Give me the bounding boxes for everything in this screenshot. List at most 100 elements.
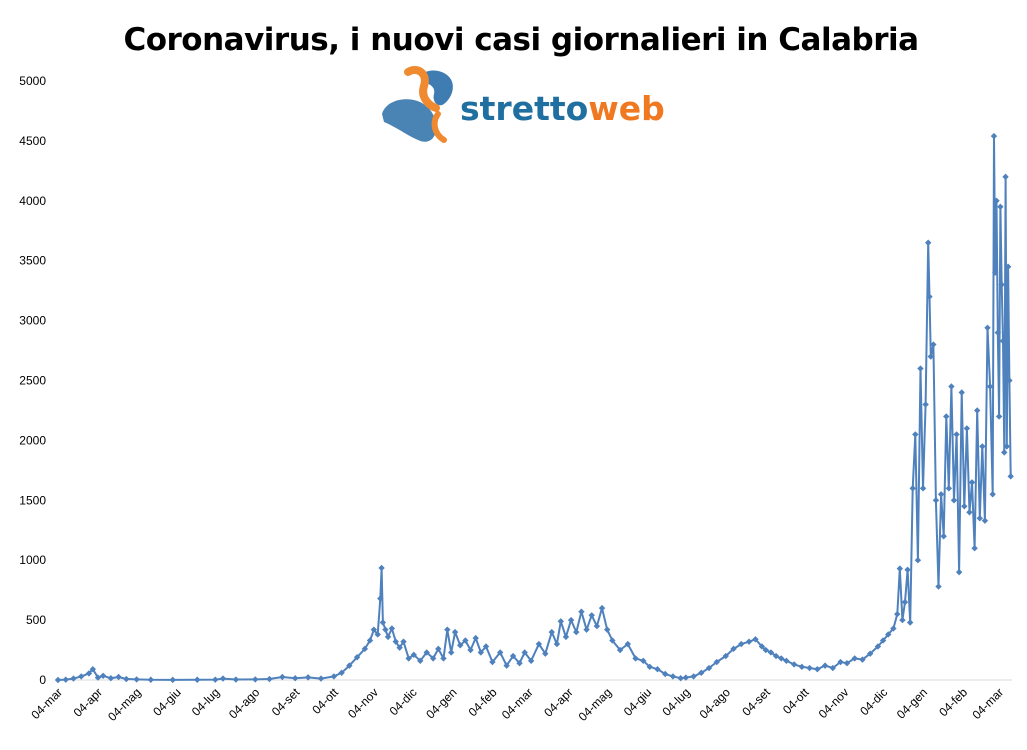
data-point <box>1007 473 1014 480</box>
data-point <box>89 666 97 673</box>
data-point <box>252 676 259 683</box>
data-point <box>266 675 273 683</box>
x-tick-label: 04-dic <box>387 685 420 718</box>
data-point <box>682 674 690 681</box>
x-axis: 04-mar 04-apr 04-mag 04-giu 04-lug 04-ago 04-s… <box>28 679 1012 724</box>
data-point <box>994 329 1002 336</box>
data-point <box>948 383 955 390</box>
strettoweb-logo: strettoweb <box>378 62 678 152</box>
data-point <box>973 407 981 414</box>
data-point <box>966 509 973 516</box>
data-point <box>377 595 384 602</box>
data-point <box>1003 443 1011 450</box>
data-point <box>562 633 570 641</box>
x-tick-label: 04-apr <box>71 685 105 719</box>
data-point <box>752 636 759 643</box>
data-point <box>624 640 632 648</box>
x-tick-label: 04-nov <box>816 685 852 721</box>
data-point <box>790 661 798 668</box>
data-point <box>593 622 601 630</box>
x-tick-label: 04-gen <box>894 685 930 721</box>
data-point <box>509 652 517 660</box>
data-point <box>219 675 227 682</box>
data-point <box>925 239 932 246</box>
data-point <box>984 324 991 331</box>
data-point <box>997 203 1004 210</box>
x-tick-label: 04-mar <box>969 685 1006 722</box>
data-point <box>837 658 844 666</box>
data-point <box>573 628 580 636</box>
data-point <box>1001 449 1008 456</box>
x-tick-label: 04-mag <box>105 685 144 724</box>
x-tick-label: 04-ago <box>697 685 734 722</box>
x-tick-label: 04-mag <box>576 685 615 724</box>
data-point <box>896 565 904 572</box>
data-point <box>212 676 219 683</box>
data-point <box>382 626 389 633</box>
data-point <box>567 616 575 624</box>
data-point <box>361 645 369 653</box>
y-tick-label: 4500 <box>19 134 46 148</box>
data-point <box>62 676 69 683</box>
data-point <box>798 663 806 671</box>
data-point <box>640 657 647 665</box>
data-point <box>392 638 399 645</box>
data-point <box>821 662 829 669</box>
data-point <box>814 666 821 673</box>
data-point <box>904 566 911 573</box>
data-point <box>745 638 753 645</box>
data-point <box>279 673 286 681</box>
data-point <box>989 491 996 498</box>
data-point <box>410 651 418 659</box>
data-point <box>535 640 543 648</box>
data-point <box>912 431 919 438</box>
x-tick-label: 04-set <box>269 685 303 719</box>
data-point <box>901 598 909 606</box>
y-tick-label: 5000 <box>19 74 46 88</box>
data-point <box>417 657 424 665</box>
data-point <box>646 663 653 671</box>
y-tick-label: 500 <box>26 613 46 627</box>
data-point <box>384 633 392 641</box>
svg-text:strettoweb: strettoweb <box>460 89 665 128</box>
data-point <box>930 341 937 348</box>
data-point <box>935 583 942 590</box>
x-tick-label: 04-ago <box>226 685 263 722</box>
data-point <box>958 389 965 396</box>
y-tick-label: 1500 <box>19 493 46 507</box>
data-point <box>477 649 485 656</box>
data-point <box>762 646 769 654</box>
data-point <box>78 673 85 680</box>
data-point <box>133 676 140 683</box>
data-point <box>690 673 697 680</box>
data-point <box>194 676 201 683</box>
data-point <box>778 655 785 662</box>
logo-mark: strettoweb <box>382 65 665 143</box>
y-tick-label: 3000 <box>19 314 46 328</box>
data-point <box>937 491 945 498</box>
data-point <box>986 383 994 390</box>
data-point <box>922 401 929 408</box>
data-point <box>995 413 1003 420</box>
data-point <box>405 655 412 662</box>
data-point <box>123 675 130 683</box>
data-point <box>378 564 385 572</box>
data-point <box>366 637 374 644</box>
data-point <box>874 643 882 650</box>
data-point <box>1002 173 1009 181</box>
x-tick-label: 04-giu <box>621 685 654 718</box>
data-point <box>722 652 729 660</box>
data-point <box>374 631 381 638</box>
data-point <box>926 293 933 300</box>
data-point <box>698 669 705 677</box>
data-point <box>542 650 549 657</box>
data-point <box>713 658 720 666</box>
data-point <box>147 676 155 683</box>
data-point <box>489 658 496 666</box>
data-point <box>583 626 590 633</box>
data-point <box>527 657 535 665</box>
data-point <box>496 649 504 656</box>
data-point <box>292 675 299 682</box>
data-point <box>440 655 447 662</box>
x-tick-label: 04-set <box>739 685 773 719</box>
